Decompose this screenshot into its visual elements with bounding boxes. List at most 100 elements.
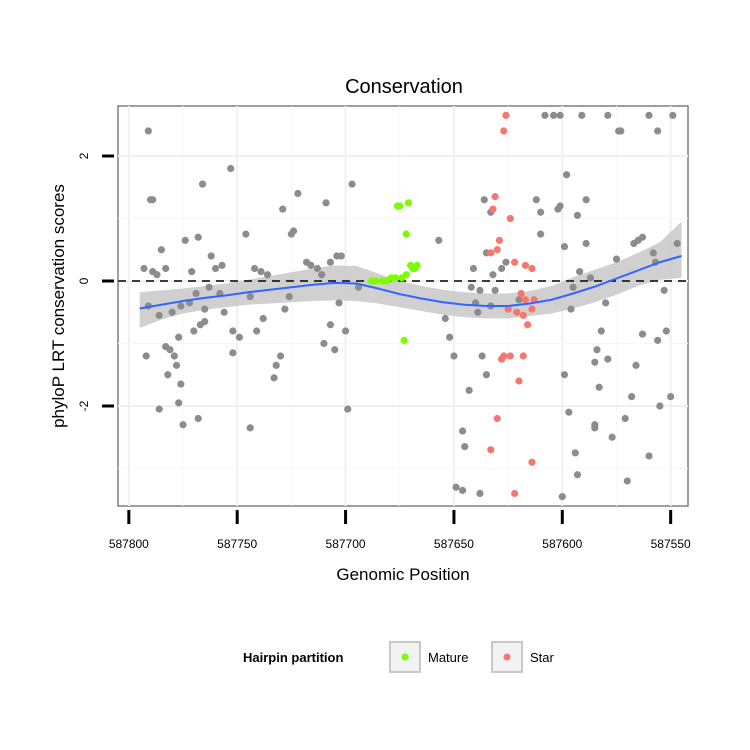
point-other-13 [166,346,174,354]
point-other-2 [149,196,157,204]
point-other-80 [450,352,458,360]
point-star-10 [528,264,536,273]
point-other-40 [220,308,228,316]
point-other-22 [177,302,185,310]
point-other-59 [289,227,298,235]
y-tick-label-0: -2 [77,400,91,411]
point-other-142 [654,336,662,344]
point-other-157 [569,283,577,291]
point-other-20 [175,333,183,341]
point-other-30 [194,414,202,423]
point-star-6 [493,246,501,254]
point-other-82 [461,443,469,451]
legend-dot-star [503,653,511,661]
point-star-21 [519,352,527,360]
point-other-155 [654,127,662,135]
point-other-62 [307,261,315,269]
point-other-41 [229,327,237,335]
point-other-137 [638,330,647,338]
point-other-131 [623,477,631,485]
point-other-130 [621,414,629,423]
point-mature-13 [378,277,387,285]
point-other-147 [669,111,677,119]
point-star-15 [524,321,532,329]
point-other-18 [175,399,183,407]
point-other-90 [469,264,478,273]
point-other-154 [615,127,623,135]
point-other-78 [441,314,449,323]
point-other-37 [218,261,226,269]
point-other-21 [168,308,176,316]
point-other-146 [667,393,675,401]
point-other-35 [207,252,215,260]
smooth-line [139,255,682,310]
point-other-89 [467,283,475,291]
point-other-143 [656,402,664,410]
point-other-25 [194,233,202,241]
point-other-128 [612,255,621,263]
point-star-27 [504,305,512,313]
x-tick-label-2: 587700 [326,537,366,551]
y-axis-label: phyloP LRT conservation scores [49,184,68,428]
point-other-118 [586,274,595,282]
point-other-44 [242,230,250,238]
point-other-156 [537,230,545,238]
point-star-22 [515,377,523,385]
legend-label-mature: Mature [428,650,468,665]
point-other-148 [673,239,681,248]
point-other-54 [276,352,285,360]
point-other-117 [582,239,590,248]
x-tick-label-0: 587800 [109,537,149,551]
point-other-64 [318,271,326,279]
legend-dot-mature [401,653,409,661]
point-other-69 [326,321,334,329]
point-other-70 [320,339,328,348]
point-other-3 [140,264,148,273]
chart-title: Conservation [345,76,463,98]
point-star-4 [506,214,514,223]
point-other-112 [565,408,573,416]
point-other-33 [201,305,209,313]
point-other-19 [179,421,187,429]
point-other-77 [435,236,443,244]
point-other-10 [142,352,150,360]
point-other-85 [465,386,473,394]
point-star-7 [487,249,495,257]
point-star-12 [521,296,530,304]
point-mature-15 [367,277,376,285]
point-other-122 [595,383,603,391]
point-other-101 [502,258,510,266]
point-other-56 [285,293,293,301]
point-other-102 [532,196,540,204]
point-other-17 [177,380,185,388]
point-other-27 [190,327,198,335]
legend-title: Hairpin partition [243,650,343,665]
point-other-136 [638,233,647,241]
point-other-152 [578,111,586,119]
point-other-75 [344,405,352,413]
y-tick-label-2: 2 [77,152,91,159]
point-other-109 [560,243,569,251]
point-other-66 [326,258,334,266]
legend: Hairpin partition Mature Star [243,641,555,673]
point-other-120 [591,358,599,366]
point-other-9 [155,311,163,319]
point-other-47 [257,268,265,276]
x-tick-label-3: 587650 [434,537,474,551]
point-other-151 [556,111,564,119]
point-other-68 [337,252,345,260]
axes: 587800 587750 587700 587650 587600 587550 -2 0 2 [77,152,691,551]
x-axis-label: Genomic Position [336,565,469,584]
point-mature-9 [398,274,406,282]
point-other-11 [155,405,163,413]
point-other-105 [550,111,558,119]
point-other-43 [235,333,243,341]
point-star-20 [506,352,514,360]
point-other-73 [341,327,350,335]
point-other-51 [259,314,267,323]
data-points [140,111,681,501]
point-other-49 [246,424,254,432]
point-other-55 [281,305,289,313]
point-other-125 [602,299,610,307]
